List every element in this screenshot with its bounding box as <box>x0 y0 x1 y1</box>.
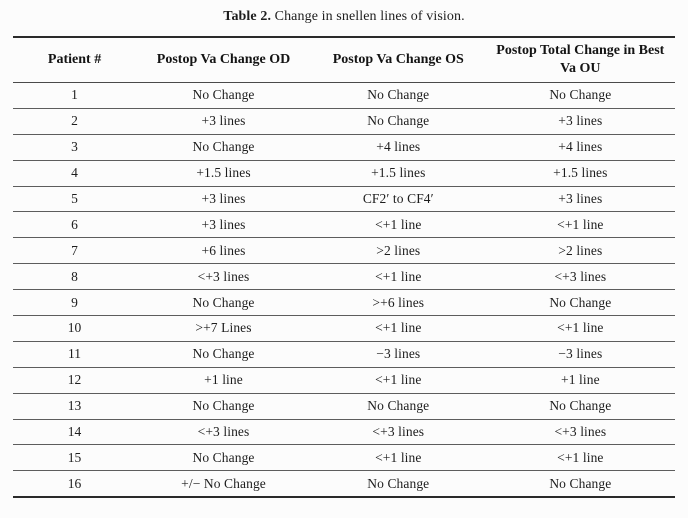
patient-number-cell: 13 <box>13 393 137 420</box>
table-row: 15 No Change <+1 line <+1 line <box>13 444 675 472</box>
value-cell: +/− No Change <box>181 475 266 491</box>
table-caption: Table 2. Change in snellen lines of visi… <box>0 0 688 25</box>
patient-number-cell: 5 <box>13 186 137 213</box>
table-row: 3 No Change +4 lines +4 lines <box>13 134 675 161</box>
value-cell: No Change <box>485 82 675 109</box>
snellen-lines-table: Patient # Postop Va Change OD Postop Va … <box>13 36 675 499</box>
header-row: Patient # Postop Va Change OD Postop Va … <box>13 37 675 83</box>
table-caption-label: Table 2. <box>223 9 272 24</box>
value-cell: −3 lines <box>310 341 486 368</box>
table-row: 1 No Change No Change No Change <box>13 82 675 109</box>
value-cell: +3 lines <box>136 186 311 213</box>
patient-number-cell: 15 <box>13 444 137 472</box>
patient-number-cell: 9 <box>13 289 137 317</box>
patient-number-cell: 8 <box>13 263 137 291</box>
table-body: 1 No Change No Change No Change 2 +3 lines No … <box>13 82 675 498</box>
value-cell: No Change <box>136 134 311 161</box>
value-cell: No Change <box>310 82 486 109</box>
value-cell: +3 lines <box>136 108 311 135</box>
value-cell: +1 line <box>136 367 311 394</box>
value-cell: <+3 lines <box>310 419 486 446</box>
value-cell: <+1 line <box>485 444 675 472</box>
value-cell: No Change <box>367 475 430 491</box>
value-cell: No Change <box>136 289 311 317</box>
value-cell: No Change <box>485 393 675 420</box>
value-cell: +1.5 lines <box>485 160 675 187</box>
value-cell: <+3 lines <box>136 419 311 446</box>
value-cell: <+1 line <box>310 315 486 342</box>
table-row: 8 <+3 lines <+1 line <+3 lines <box>13 263 675 291</box>
column-header-va-change-os: Postop Va Change OS <box>310 37 486 83</box>
patient-number-cell: 12 <box>13 367 137 394</box>
value-cell: <+1 line <box>485 315 675 342</box>
column-header-patient: Patient # <box>13 37 137 83</box>
patient-number-cell: 7 <box>13 237 137 265</box>
value-cell: <+3 lines <box>136 263 311 291</box>
value-cell: +3 lines <box>485 186 675 213</box>
patient-number-cell: 11 <box>13 341 137 368</box>
patient-number-cell: 3 <box>13 134 137 161</box>
value-cell: <+1 line <box>310 263 486 291</box>
table-row: 16 +/− No Change No Change No Change <box>13 471 675 497</box>
patient-number-cell: 10 <box>13 315 137 342</box>
value-cell: No Change <box>136 393 311 420</box>
patient-number-cell: 14 <box>13 419 137 446</box>
patient-number-cell: 1 <box>13 82 137 109</box>
column-header-total-change-ou: Postop Total Change in Best Va OU <box>485 37 675 83</box>
value-cell: No Change <box>310 393 486 420</box>
table-row: 7 +6 lines >2 lines >2 lines <box>13 237 675 265</box>
column-header-va-change-od: Postop Va Change OD <box>136 37 311 83</box>
value-cell: −3 lines <box>485 341 675 368</box>
value-cell: >+7 Lines <box>136 315 311 342</box>
value-cell: No Change <box>485 289 675 317</box>
patient-number-cell: 16 <box>67 475 82 491</box>
table-row: 5 +3 lines CF2′ to CF4′ +3 lines <box>13 186 675 213</box>
value-cell: >+6 lines <box>310 289 486 317</box>
value-cell: +1.5 lines <box>310 160 486 187</box>
table-row: 12 +1 line <+1 line +1 line <box>13 367 675 394</box>
value-cell: <+3 lines <box>485 419 675 446</box>
value-cell: <+1 line <box>485 211 675 239</box>
table-row: 14 <+3 lines <+3 lines <+3 lines <box>13 419 675 446</box>
table-row: 4 +1.5 lines +1.5 lines +1.5 lines <box>13 160 675 187</box>
table-row: 2 +3 lines No Change +3 lines <box>13 108 675 135</box>
value-cell: No Change <box>136 82 311 109</box>
value-cell: +4 lines <box>485 134 675 161</box>
patient-number-cell: 2 <box>13 108 137 135</box>
value-cell: +3 lines <box>136 211 311 239</box>
value-cell: No Change <box>136 444 311 472</box>
value-cell: <+1 line <box>310 444 486 472</box>
patient-number-cell: 6 <box>13 211 137 239</box>
value-cell: >2 lines <box>310 237 486 265</box>
table-row: 6 +3 lines <+1 line <+1 line <box>13 211 675 239</box>
patient-number-cell: 4 <box>13 160 137 187</box>
value-cell: <+1 line <box>310 367 486 394</box>
table-caption-text: Change in snellen lines of vision. <box>271 9 465 24</box>
value-cell: +4 lines <box>310 134 486 161</box>
value-cell: +1.5 lines <box>136 160 311 187</box>
value-cell: <+1 line <box>310 211 486 239</box>
value-cell: >2 lines <box>485 237 675 265</box>
table-row: 9 No Change >+6 lines No Change <box>13 289 675 317</box>
value-cell: +1 line <box>485 367 675 394</box>
table-row: 13 No Change No Change No Change <box>13 393 675 420</box>
value-cell: No Change <box>136 341 311 368</box>
value-cell: No Change <box>549 475 612 491</box>
value-cell: +6 lines <box>136 237 311 265</box>
value-cell: No Change <box>310 108 486 135</box>
table-row: 10 >+7 Lines <+1 line <+1 line <box>13 315 675 342</box>
value-cell: <+3 lines <box>485 263 675 291</box>
value-cell: CF2′ to CF4′ <box>310 186 486 213</box>
table-row: 11 No Change −3 lines −3 lines <box>13 341 675 368</box>
value-cell: +3 lines <box>485 108 675 135</box>
table-header: Patient # Postop Va Change OD Postop Va … <box>13 37 675 83</box>
